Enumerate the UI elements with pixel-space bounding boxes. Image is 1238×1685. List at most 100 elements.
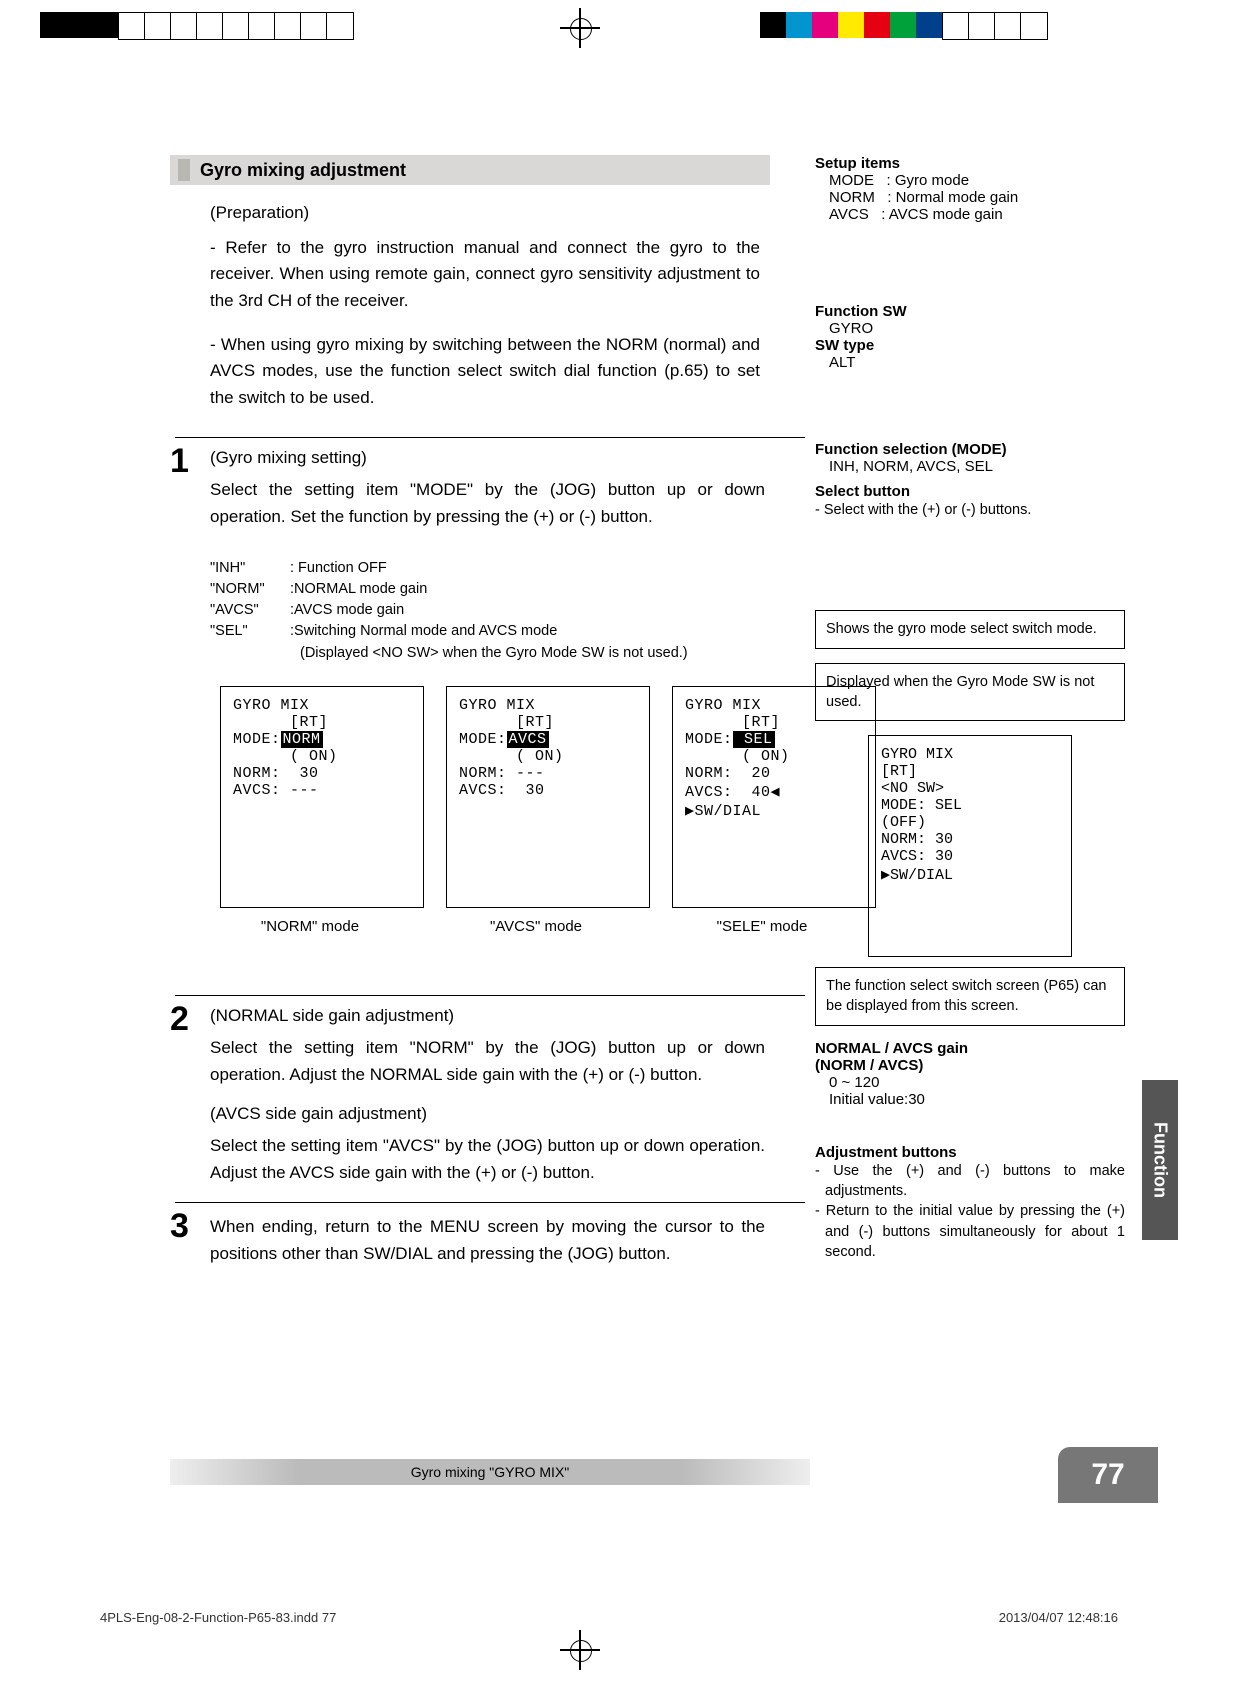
lcd-line: NORM: 30 xyxy=(881,831,1059,848)
section-tab: Function xyxy=(1142,1080,1178,1240)
mode-value: :Switching Normal mode and AVCS mode xyxy=(290,621,557,642)
lcd-screenshot: GYRO MIX [RT]MODE:NORM ( ON)NORM: 30AVCS… xyxy=(220,686,424,908)
divider xyxy=(175,437,805,438)
label: Function selection (MODE) xyxy=(815,441,1125,458)
lcd-line: ( ON) xyxy=(459,748,637,765)
swatch xyxy=(196,12,224,40)
lcd-highlight: SEL xyxy=(733,731,775,748)
label: (NORM / AVCS) xyxy=(815,1057,1125,1074)
swatch xyxy=(838,12,864,38)
lcd-caption: "AVCS" mode xyxy=(446,918,626,935)
step-subtitle: (AVCS side gain adjustment) xyxy=(210,1104,810,1124)
setup-row: MODE : Gyro mode xyxy=(829,172,1125,189)
label: NORMAL / AVCS gain xyxy=(815,1040,1125,1057)
step-title: (Gyro mixing setting) xyxy=(210,448,810,468)
lcd-highlight: ▶SW/DIAL xyxy=(881,867,953,884)
mode-key: "INH" xyxy=(210,558,290,579)
footer-label: Gyro mixing "GYRO MIX" xyxy=(170,1459,810,1485)
paragraph: - Refer to the gyro instruction manual a… xyxy=(210,235,760,314)
lcd-line: NORM: 30 xyxy=(233,765,411,782)
value: ALT xyxy=(829,354,1125,371)
callout-box: The function select switch screen (P65) … xyxy=(815,967,1125,1026)
lcd-line: GYRO MIX xyxy=(233,697,411,714)
label: SW type xyxy=(815,337,1125,354)
value: Initial value:30 xyxy=(829,1091,1125,1108)
mode-key: "NORM" xyxy=(210,579,290,600)
step-title: (NORMAL side gain adjustment) xyxy=(210,1006,810,1026)
swatch xyxy=(300,12,328,40)
lcd-line: GYRO MIX xyxy=(459,697,637,714)
step-3: 3 When ending, return to the MENU screen… xyxy=(170,1213,810,1267)
lcd-line: ▶SW/DIAL xyxy=(881,865,1059,884)
label: Adjustment buttons xyxy=(815,1144,1125,1161)
lcd-highlight: AVCS xyxy=(507,731,549,748)
swatch xyxy=(760,12,786,38)
sidebar-heading: Setup items xyxy=(815,155,1125,172)
divider xyxy=(175,1202,805,1203)
lcd-line: GYRO MIX xyxy=(881,746,1059,763)
step-number: 3 xyxy=(170,1207,189,1246)
function-selection: Function selection (MODE) INH, NORM, AVC… xyxy=(815,441,1125,520)
lcd-line: AVCS: --- xyxy=(233,782,411,799)
printer-color-bar xyxy=(0,12,1238,38)
lcd-line: <NO SW> xyxy=(881,780,1059,797)
label: Select button xyxy=(815,483,1125,500)
swatch xyxy=(222,12,250,40)
swatch xyxy=(864,12,890,38)
mode-value: :NORMAL mode gain xyxy=(290,579,427,600)
swatch xyxy=(812,12,838,38)
step-2: 2 (NORMAL side gain adjustment) Select t… xyxy=(170,1006,810,1187)
swatch xyxy=(144,12,172,40)
lcd-line: (OFF) xyxy=(881,814,1059,831)
lcd-highlight: NORM xyxy=(281,731,323,748)
step-1: 1 (Gyro mixing setting) Select the setti… xyxy=(170,448,810,530)
lcd-line: NORM: --- xyxy=(459,765,637,782)
lcd-line: [RT] xyxy=(881,763,1059,780)
step-body: Select the setting item "AVCS" by the (J… xyxy=(210,1132,765,1186)
step-body: Select the setting item "NORM" by the (J… xyxy=(210,1034,765,1088)
value: - Use the (+) and (-) buttons to make ad… xyxy=(815,1161,1125,1202)
lcd-line: MODE:NORM xyxy=(233,731,411,748)
swatch xyxy=(968,12,996,40)
lcd-panel-wrap: GYRO MIX [RT]MODE:AVCS ( ON)NORM: ---AVC… xyxy=(446,686,672,935)
swatch xyxy=(994,12,1022,40)
page: Gyro mixing adjustment (Preparation) - R… xyxy=(0,0,1238,1685)
value: GYRO xyxy=(829,320,1125,337)
swatch xyxy=(1020,12,1048,40)
lcd-screenshot: GYRO MIX [RT]MODE:AVCS ( ON)NORM: ---AVC… xyxy=(446,686,650,908)
value: 0 ~ 120 xyxy=(829,1074,1125,1091)
registration-cross-icon xyxy=(560,8,600,48)
lcd-screenshot: GYRO MIX [RT] <NO SW>MODE: SEL (OFF)NORM… xyxy=(868,735,1072,957)
step-number: 2 xyxy=(170,1000,189,1039)
imprint-left: 4PLS-Eng-08-2-Function-P65-83.indd 77 xyxy=(100,1610,336,1625)
swatch xyxy=(942,12,970,40)
swatch xyxy=(92,12,118,38)
swatch xyxy=(890,12,916,38)
swatch xyxy=(786,12,812,38)
step-number: 1 xyxy=(170,442,189,481)
section-heading: Gyro mixing adjustment xyxy=(170,155,770,185)
paragraph: - When using gyro mixing by switching be… xyxy=(210,332,760,411)
lcd-highlight: SEL xyxy=(926,797,962,814)
swatch xyxy=(274,12,302,40)
mode-value: : Function OFF xyxy=(290,558,387,579)
setup-row: AVCS : AVCS mode gain xyxy=(829,206,1125,223)
divider xyxy=(175,995,805,996)
mode-key: "SEL" xyxy=(210,621,290,642)
step-body: Select the setting item "MODE" by the (J… xyxy=(210,476,765,530)
swatch xyxy=(40,12,66,38)
lcd-panel-wrap: GYRO MIX [RT]MODE:NORM ( ON)NORM: 30AVCS… xyxy=(220,686,446,935)
adjustment-buttons: Adjustment buttons - Use the (+) and (-)… xyxy=(815,1144,1125,1262)
function-sw: Function SW GYRO SW type ALT xyxy=(815,303,1125,371)
swatch xyxy=(118,12,146,40)
swatch xyxy=(170,12,198,40)
gain-info: NORMAL / AVCS gain (NORM / AVCS) 0 ~ 120… xyxy=(815,1040,1125,1108)
lcd-line: AVCS: 30 xyxy=(459,782,637,799)
lcd-line: AVCS: 30 xyxy=(881,848,1059,865)
value: - Return to the initial value by pressin… xyxy=(815,1201,1125,1262)
imprint-right: 2013/04/07 12:48:16 xyxy=(999,1610,1118,1625)
step-body: When ending, return to the MENU screen b… xyxy=(210,1213,765,1267)
callout-box: Displayed when the Gyro Mode SW is not u… xyxy=(815,663,1125,722)
mode-key: "AVCS" xyxy=(210,600,290,621)
setup-items: Setup items MODE : Gyro modeNORM : Norma… xyxy=(815,155,1125,223)
